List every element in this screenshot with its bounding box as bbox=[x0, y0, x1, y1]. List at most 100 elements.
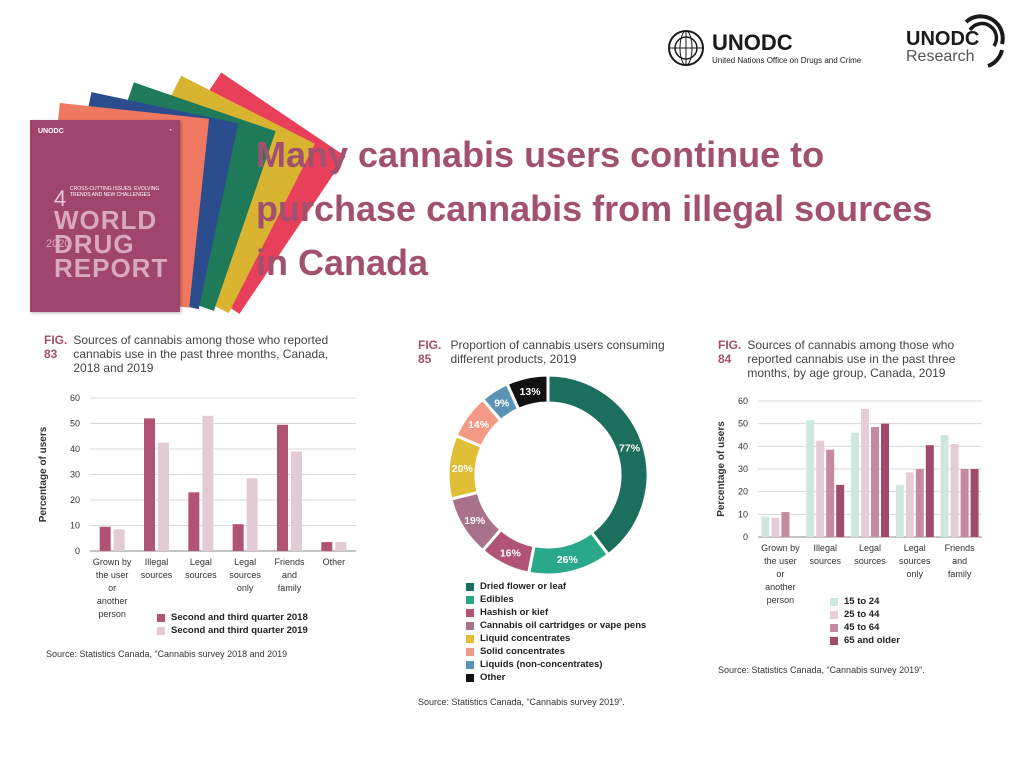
fig83-legend: Second and third quarter 2018 Second and… bbox=[157, 611, 308, 637]
fig84-legend-label: 15 to 24 bbox=[844, 596, 880, 607]
y-tick-label: 30 bbox=[70, 470, 80, 480]
bar bbox=[291, 451, 302, 551]
x-tick-label: another bbox=[765, 582, 796, 592]
fig84-source: Source: Statistics Canada, “Cannabis sur… bbox=[718, 665, 925, 675]
y-tick-label: 40 bbox=[70, 444, 80, 454]
bar bbox=[202, 415, 214, 551]
bar bbox=[940, 435, 949, 537]
donut-slice bbox=[505, 373, 550, 412]
fig84-legend-label: 65 and older bbox=[844, 635, 900, 646]
slice-label: 13% bbox=[520, 386, 542, 398]
fig84-chart: 0 10 20 30 40 50 60 Percentage of users Grown by… bbox=[716, 396, 982, 605]
y-tick-label: 20 bbox=[738, 487, 748, 497]
slice-label: 26% bbox=[557, 554, 579, 566]
fig85-legend-item: Dried flower or leaf bbox=[466, 580, 646, 593]
fig85-legend-label: Liquids (non-concentrates) bbox=[480, 659, 603, 670]
x-tick-label: family bbox=[278, 583, 302, 593]
slice-label: 14% bbox=[468, 419, 490, 431]
report-chapter-title: CROSS-CUTTING ISSUES: EVOLVING TRENDS AN… bbox=[70, 186, 160, 198]
bar bbox=[915, 469, 924, 537]
fig83-legend-swatch bbox=[157, 626, 165, 635]
slice-label: 16% bbox=[500, 547, 522, 559]
bar bbox=[232, 524, 244, 551]
fig85-legend-label: Edibles bbox=[480, 594, 514, 605]
fig85-legend-swatch bbox=[466, 582, 474, 591]
bar bbox=[960, 469, 969, 537]
research-arc-icon bbox=[964, 14, 1005, 68]
fig85-legend-swatch bbox=[466, 608, 474, 617]
fig84-legend: 15 to 24 25 to 44 45 to 64 65 and older bbox=[830, 595, 900, 647]
fig85-legend-swatch bbox=[466, 673, 474, 682]
x-tick-label: the user bbox=[764, 556, 797, 566]
bar bbox=[925, 445, 934, 537]
fig84-legend-item: 25 to 44 bbox=[830, 608, 900, 621]
x-tick-label: Illegal bbox=[145, 557, 169, 567]
bar bbox=[144, 418, 155, 551]
fig85-legend-item: Other bbox=[466, 671, 646, 684]
x-tick-label: sources bbox=[854, 556, 886, 566]
x-tick-label: Illegal bbox=[813, 543, 837, 553]
bar bbox=[836, 484, 845, 537]
fig85-legend-label: Liquid concentrates bbox=[480, 633, 571, 644]
fig84-legend-swatch bbox=[830, 597, 838, 606]
bar bbox=[321, 542, 333, 551]
fig85-legend-item: Liquid concentrates bbox=[466, 632, 646, 645]
fig84-legend-swatch bbox=[830, 610, 838, 619]
report-name: WORLD DRUG REPORT bbox=[54, 205, 169, 283]
fig84-legend-item: 45 to 64 bbox=[830, 621, 900, 634]
bar bbox=[905, 472, 914, 537]
x-tick-label: Grown by bbox=[93, 557, 132, 567]
fig85-legend-swatch bbox=[466, 621, 474, 630]
bar bbox=[335, 542, 347, 551]
fig85-legend-swatch bbox=[466, 647, 474, 656]
slide-title: Many cannabis users continue to purchase… bbox=[256, 134, 933, 283]
x-tick-label: the user bbox=[96, 570, 129, 580]
fig83-caption: Sources of cannabis among those who repo… bbox=[73, 333, 329, 375]
fig84-legend-label: 45 to 64 bbox=[844, 622, 880, 633]
x-tick-label: or bbox=[776, 569, 784, 579]
fig83-legend-label: Second and third quarter 2018 bbox=[171, 612, 308, 623]
fig85-legend-item: Hashish or kief bbox=[466, 606, 646, 619]
fig85-heading: FIG. 85 Proportion of cannabis users con… bbox=[418, 338, 678, 366]
slice-label: 77% bbox=[619, 443, 641, 455]
x-tick-label: Friends bbox=[945, 543, 976, 553]
y-axis-title: Percentage of users bbox=[716, 421, 727, 517]
fig84-legend-swatch bbox=[830, 636, 838, 645]
fig83-heading: FIG. 83 Sources of cannabis among those … bbox=[44, 333, 344, 375]
x-tick-label: and bbox=[952, 556, 967, 566]
x-tick-label: or bbox=[108, 583, 116, 593]
report-cover-front: UNODC ◔ 4 CROSS-CUTTING ISSUES: EVOLVING… bbox=[30, 120, 180, 312]
slice-label: 20% bbox=[452, 463, 474, 475]
unodc-wordmark: UNODC bbox=[712, 30, 793, 55]
x-tick-label: only bbox=[237, 583, 254, 593]
bar bbox=[816, 440, 825, 537]
y-tick-label: 60 bbox=[70, 393, 80, 403]
fig85-chart: 77% 26% 16% 19% 20% 14% 9% 13% bbox=[446, 373, 650, 577]
fig85-legend-label: Other bbox=[480, 672, 506, 683]
fig83-chart: 0 10 20 30 40 50 60 Percentage of users Grown by… bbox=[38, 393, 356, 619]
y-tick-label: 30 bbox=[738, 464, 748, 474]
report-chapter-number: 4 bbox=[54, 186, 67, 211]
fig84-legend-item: 15 to 24 bbox=[830, 595, 900, 608]
bar bbox=[895, 484, 904, 537]
fig84-heading: FIG. 84 Sources of cannabis among those … bbox=[718, 338, 998, 380]
fig84-legend-label: 25 to 44 bbox=[844, 609, 880, 620]
x-tick-label: sources bbox=[185, 570, 217, 580]
unodc-tagline: United Nations Office on Drugs and Crime bbox=[712, 56, 862, 65]
x-tick-label: and bbox=[282, 570, 297, 580]
bar bbox=[188, 492, 200, 551]
fig83-source: Source: Statistics Canada, “Cannabis sur… bbox=[46, 649, 288, 659]
unodc-research-wordmark: UNODC bbox=[906, 28, 980, 50]
fig84-label: FIG. 84 bbox=[718, 338, 742, 366]
fig85-legend-swatch bbox=[466, 634, 474, 643]
bar bbox=[806, 420, 815, 537]
unodc-research-label: Research bbox=[906, 48, 975, 65]
y-axis-title: Percentage of users bbox=[38, 426, 49, 522]
x-tick-label: person bbox=[98, 609, 126, 619]
y-tick-label: 10 bbox=[738, 509, 748, 519]
fig85-legend-swatch bbox=[466, 595, 474, 604]
bar bbox=[950, 444, 959, 537]
fig84-legend-item: 65 and older bbox=[830, 634, 900, 647]
y-tick-label: 0 bbox=[75, 546, 80, 556]
y-tick-label: 50 bbox=[70, 419, 80, 429]
